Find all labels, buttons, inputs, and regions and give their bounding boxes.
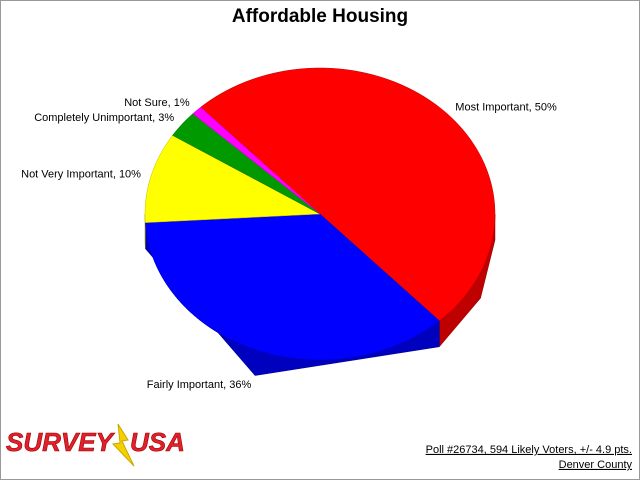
footer-link[interactable]: Poll #26734, 594 Likely Voters, +/- 4.9 … xyxy=(426,444,632,456)
pie-slice xyxy=(172,113,321,215)
pie-slice xyxy=(200,67,496,322)
logo-text: USA xyxy=(130,427,185,457)
footer-link[interactable]: Denver County xyxy=(559,459,633,471)
slice-label: Most Important, 50% xyxy=(455,102,557,114)
pie-slice xyxy=(192,106,321,215)
slice-label: Completely Unimportant, 3% xyxy=(34,112,174,124)
slice-label: Not Sure, 1% xyxy=(124,97,190,109)
slice-label: Not Very Important, 10% xyxy=(21,169,141,181)
logo: SURVEY USA xyxy=(6,423,185,467)
slice-label: Fairly Important, 36% xyxy=(147,379,252,391)
chart-title: Affordable Housing xyxy=(232,6,408,27)
pie-slice xyxy=(145,213,440,361)
logo-bolt xyxy=(111,423,135,467)
pie-slice xyxy=(144,135,321,223)
logo-text: SURVEY xyxy=(6,427,116,457)
